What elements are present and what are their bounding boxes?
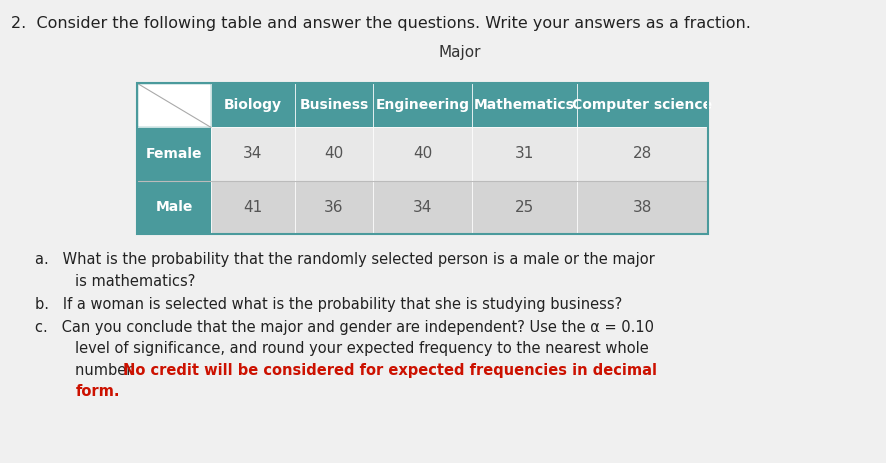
Text: 36: 36 <box>324 200 344 215</box>
Bar <box>295 181 373 234</box>
Bar <box>137 83 708 234</box>
Text: Major: Major <box>439 45 480 60</box>
Text: Biology: Biology <box>224 98 282 113</box>
Text: is mathematics?: is mathematics? <box>75 274 196 289</box>
Text: 28: 28 <box>633 146 652 162</box>
Text: c.   Can you conclude that the major and gender are independent? Use the α = 0.1: c. Can you conclude that the major and g… <box>35 320 655 335</box>
Text: No credit will be considered for expected frequencies in decimal: No credit will be considered for expecte… <box>123 363 657 378</box>
Bar <box>211 181 295 234</box>
Bar <box>577 181 708 234</box>
Bar <box>472 181 577 234</box>
Text: 41: 41 <box>244 200 262 215</box>
Text: form.: form. <box>75 384 120 400</box>
Bar <box>295 127 373 181</box>
Text: 38: 38 <box>633 200 652 215</box>
Text: 31: 31 <box>515 146 534 162</box>
Text: 25: 25 <box>515 200 534 215</box>
Bar <box>373 181 472 234</box>
Text: b.   If a woman is selected what is the probability that she is studying busines: b. If a woman is selected what is the pr… <box>35 297 623 312</box>
Bar <box>472 83 577 127</box>
Text: number.: number. <box>75 363 141 378</box>
Bar <box>137 127 211 181</box>
Text: a.   What is the probability that the randomly selected person is a male or the : a. What is the probability that the rand… <box>35 252 655 267</box>
Bar <box>137 83 211 127</box>
Text: Female: Female <box>146 147 202 161</box>
Text: 34: 34 <box>244 146 262 162</box>
Text: 34: 34 <box>413 200 432 215</box>
Text: Business: Business <box>299 98 369 113</box>
Bar <box>373 127 472 181</box>
Bar <box>472 127 577 181</box>
Bar <box>577 127 708 181</box>
Text: 40: 40 <box>324 146 344 162</box>
Text: level of significance, and round your expected frequency to the nearest whole: level of significance, and round your ex… <box>75 341 649 357</box>
Text: Computer science: Computer science <box>572 98 712 113</box>
Bar <box>211 83 295 127</box>
Bar <box>373 83 472 127</box>
Text: 2.  Consider the following table and answer the questions. Write your answers as: 2. Consider the following table and answ… <box>11 16 750 31</box>
Bar <box>295 83 373 127</box>
Bar <box>137 181 211 234</box>
Text: Engineering: Engineering <box>376 98 470 113</box>
Text: Mathematics: Mathematics <box>474 98 575 113</box>
Bar <box>577 83 708 127</box>
Bar <box>211 127 295 181</box>
Text: 40: 40 <box>413 146 432 162</box>
Text: Male: Male <box>155 200 193 214</box>
